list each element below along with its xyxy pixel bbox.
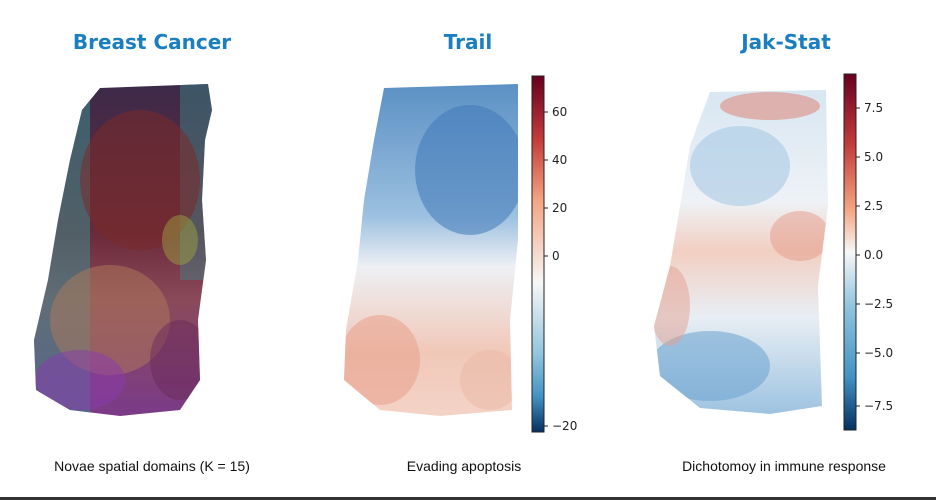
jak-tick-0-0: 0.0 (864, 248, 883, 262)
panel-title-trail: Trail (443, 30, 493, 54)
trail-tick-minus20: −20 (552, 419, 577, 433)
trail-tick-40: 40 (552, 153, 567, 167)
jak-tick-minus-7-5: −7.5 (864, 399, 893, 413)
jak-tick-minus-2-5: −2.5 (864, 297, 893, 311)
panel-title-jak-stat: Jak-Stat (741, 30, 831, 54)
caption-evading-apoptosis: Evading apoptosis (406, 458, 522, 474)
jak-tick-2-5: 2.5 (864, 199, 883, 213)
jak-stat-heatmap-image (654, 90, 828, 414)
trail-colorbar: 60 40 20 0 −20 (531, 75, 577, 433)
trail-tick-20: 20 (552, 201, 567, 215)
trail-tick-0: 0 (552, 249, 560, 263)
trail-colorbar-ticks: 60 40 20 0 −20 (544, 105, 577, 433)
jak-tick-minus-5-0: −5.0 (864, 346, 893, 360)
jak-stat-colorbar-ticks: 7.5 5.0 2.5 0.0 −2.5 −5.0 −7.5 (856, 101, 893, 413)
jak-stat-colorbar: 7.5 5.0 2.5 0.0 −2.5 −5.0 −7.5 (843, 73, 893, 431)
jak-tick-5-0: 5.0 (864, 150, 883, 164)
trail-tick-60: 60 (552, 105, 567, 119)
panel-title-breast-cancer: Breast Cancer (72, 30, 232, 54)
spatial-domains-tissue-image (34, 84, 212, 416)
caption-spatial-domains: Novae spatial domains (K = 15) (54, 458, 250, 474)
jak-tick-7-5: 7.5 (864, 101, 883, 115)
caption-immune-response: Dichotomoy in immune response (682, 458, 886, 474)
trail-heatmap-image (344, 84, 518, 416)
bottom-divider (0, 497, 936, 500)
